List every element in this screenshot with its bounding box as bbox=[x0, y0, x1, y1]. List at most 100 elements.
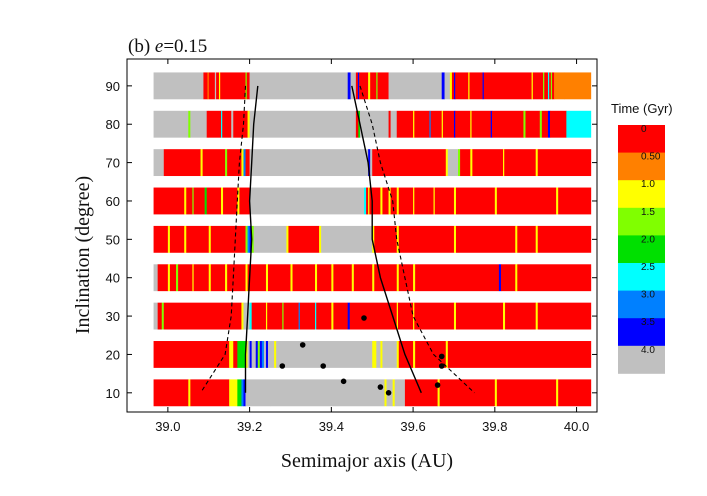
strip-segment bbox=[255, 341, 259, 368]
strip-segment bbox=[396, 341, 400, 368]
strip-segment bbox=[153, 72, 204, 100]
strip-segment bbox=[298, 302, 301, 330]
strip-segment bbox=[292, 264, 316, 292]
strip-inc-20 bbox=[153, 341, 592, 368]
strip-segment bbox=[178, 264, 193, 292]
strip-segment bbox=[216, 72, 220, 100]
strip-segment bbox=[184, 225, 187, 253]
strip-segment bbox=[267, 302, 283, 330]
strip-segment bbox=[210, 264, 226, 292]
strip-segment bbox=[430, 110, 442, 138]
strip-segment bbox=[532, 72, 544, 100]
strip-segment bbox=[261, 341, 265, 368]
strip-segment bbox=[193, 264, 210, 292]
strip-segment bbox=[157, 264, 169, 292]
strip-segment bbox=[169, 225, 185, 253]
strip-segment bbox=[243, 302, 250, 330]
strip-segment bbox=[437, 379, 440, 407]
strip-segment bbox=[535, 149, 539, 177]
strip-segment bbox=[564, 72, 592, 100]
y-tick-label: 70 bbox=[106, 156, 120, 171]
strip-segment bbox=[517, 225, 536, 253]
strip-segment bbox=[227, 264, 246, 292]
strip-segment bbox=[355, 110, 359, 138]
strip-segment bbox=[221, 187, 224, 215]
colorbar-cell bbox=[618, 235, 665, 264]
strip-segment bbox=[347, 302, 351, 330]
data-point bbox=[340, 378, 347, 385]
strip-segment bbox=[554, 72, 565, 100]
strip-segment bbox=[368, 149, 371, 177]
strip-segment bbox=[239, 187, 250, 215]
strip-segment bbox=[494, 187, 498, 215]
strip-segment bbox=[470, 149, 473, 177]
strip-segment bbox=[321, 225, 361, 253]
strip-segment bbox=[315, 264, 318, 292]
data-point bbox=[279, 363, 286, 369]
strip-segment bbox=[163, 302, 242, 330]
strip-segment bbox=[413, 341, 416, 368]
strip-segment bbox=[246, 72, 250, 100]
strip-segment bbox=[263, 341, 267, 368]
strip-segment bbox=[249, 341, 252, 368]
strip-segment bbox=[317, 264, 332, 292]
strip-segment bbox=[237, 187, 240, 215]
strip-segment bbox=[184, 187, 187, 215]
strip-segment bbox=[225, 264, 228, 292]
strip-segment bbox=[398, 264, 414, 292]
strip-segment bbox=[206, 187, 222, 215]
strip-segment bbox=[270, 225, 287, 253]
strip-segment bbox=[188, 379, 191, 407]
colorbar-label: 4.0 bbox=[641, 345, 655, 356]
strip-segment bbox=[290, 264, 293, 292]
strip-segment bbox=[153, 149, 165, 177]
strip-segment bbox=[370, 72, 377, 100]
colorbar-label: 1.0 bbox=[641, 179, 655, 190]
strip-segment bbox=[445, 149, 449, 177]
strip-segment bbox=[319, 225, 322, 253]
strip-segment bbox=[245, 149, 250, 177]
heatmap-strips bbox=[153, 72, 592, 407]
strip-segment bbox=[153, 302, 158, 330]
strip-segment bbox=[483, 72, 532, 100]
strip-segment bbox=[207, 72, 210, 100]
y-tick-label: 30 bbox=[106, 309, 120, 324]
strip-segment bbox=[491, 110, 524, 138]
strip-segment bbox=[394, 379, 406, 407]
strip-segment bbox=[221, 110, 223, 138]
strip-segment bbox=[441, 72, 445, 100]
strip-segment bbox=[503, 302, 506, 330]
colorbar-cell bbox=[618, 180, 665, 209]
strip-segment bbox=[537, 149, 592, 177]
strip-segment bbox=[241, 379, 244, 407]
y-tick-label: 10 bbox=[106, 386, 120, 401]
strip-segment bbox=[233, 341, 238, 368]
strip-segment bbox=[223, 187, 238, 215]
colorbar-cell bbox=[618, 345, 665, 374]
plot-frame bbox=[126, 58, 598, 413]
strip-segment bbox=[251, 302, 267, 330]
strip-segment bbox=[247, 225, 250, 253]
strip-inc-90 bbox=[153, 72, 592, 100]
strip-segment bbox=[249, 72, 348, 100]
strip-segment bbox=[347, 72, 351, 100]
strip-segment bbox=[227, 149, 242, 177]
data-point bbox=[434, 382, 441, 388]
strip-segment bbox=[472, 149, 504, 177]
strip-segment bbox=[208, 264, 212, 292]
y-tick-label: 50 bbox=[106, 232, 120, 247]
strip-segment bbox=[241, 149, 244, 177]
strip-segment bbox=[268, 341, 275, 368]
strip-segment bbox=[535, 302, 539, 330]
strip-segment bbox=[494, 379, 498, 407]
strip-segment bbox=[490, 110, 493, 138]
strip-segment bbox=[566, 110, 592, 138]
strip-segment bbox=[444, 72, 451, 100]
strip-segment bbox=[447, 149, 459, 177]
resonance-curves bbox=[200, 85, 475, 394]
strip-segment bbox=[359, 225, 373, 253]
strip-segment bbox=[376, 341, 381, 368]
strip-segment bbox=[455, 72, 469, 100]
strip-segment bbox=[469, 72, 483, 100]
dashed-line-left bbox=[200, 85, 247, 394]
